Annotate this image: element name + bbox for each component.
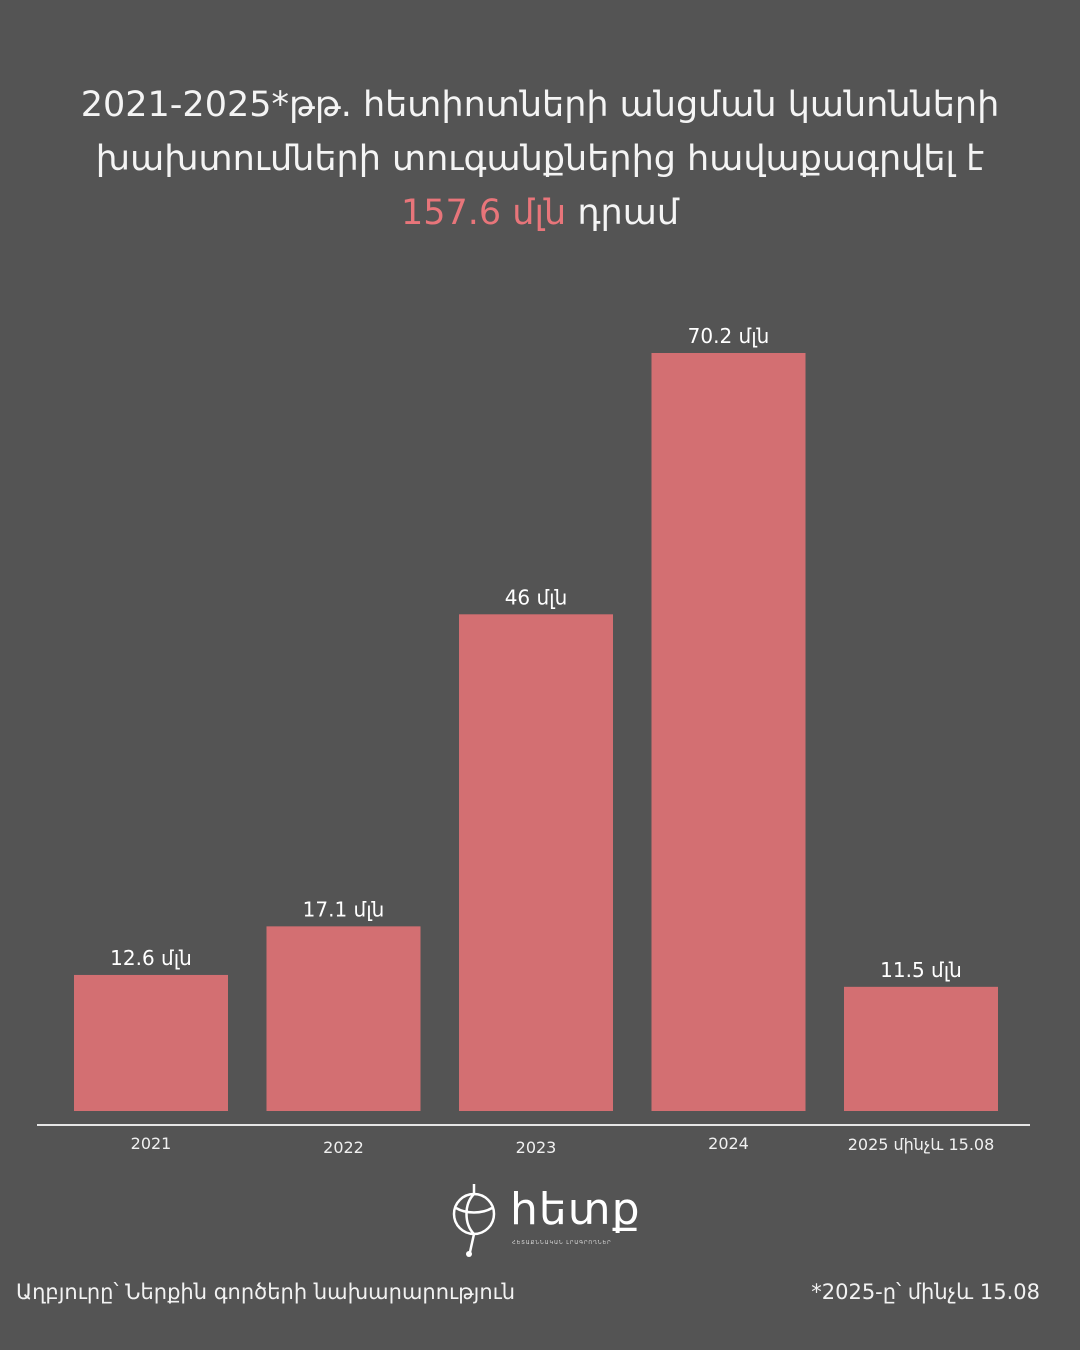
hetq-logo: հետք ՀԵՏԱՔՆՆԱԿԱՆ ԼՐԱԳՐՈՂՆԵՐ bbox=[448, 1180, 641, 1260]
bar-2021 bbox=[74, 974, 228, 1111]
x-tick-label: 2024 bbox=[708, 1134, 749, 1153]
title-line-1: 2021-2025*թթ. հետիոտների անցման կանոններ… bbox=[80, 85, 1000, 125]
data-label: 12.6 մլն bbox=[110, 946, 192, 970]
data-label: 46 մլն bbox=[505, 585, 568, 609]
title-line-3: 157.6 մլն դրամ bbox=[0, 186, 1080, 240]
total-amount: 157.6 մլն bbox=[400, 193, 567, 233]
bar-chart: 12.6 մլն 2021 17.1 մլն 2022 46 մլն 2023 70.2 մ… bbox=[37, 324, 1030, 1157]
bar-2025 մինչև 15.08 bbox=[844, 986, 998, 1111]
title-line-2: խախտումների տուգանքներից հավաքագրվել է bbox=[95, 139, 985, 179]
chart-title: 2021-2025*թթ. հետիոտների անցման կանոններ… bbox=[0, 78, 1080, 240]
bar-2024 bbox=[651, 353, 806, 1111]
globe-pin-logo-icon bbox=[452, 1184, 496, 1257]
x-tick-label: 2025 մինչև 15.08 bbox=[848, 1135, 995, 1154]
bar-2023 bbox=[459, 614, 613, 1111]
source-note: Աղբյուրը՝ Ներքին գործերի նախարարություն bbox=[16, 1280, 516, 1304]
data-label: 70.2 մլն bbox=[688, 324, 770, 348]
footnote: *2025-ը՝ մինչև 15.08 bbox=[811, 1280, 1040, 1304]
x-tick-label: 2021 bbox=[131, 1134, 172, 1153]
logo-tagline: ՀԵՏԱՔՆՆԱԿԱՆ ԼՐԱԳՐՈՂՆԵՐ bbox=[512, 1240, 612, 1246]
data-label: 11.5 մլն bbox=[880, 958, 962, 982]
data-label: 17.1 մլն bbox=[303, 897, 385, 921]
logo-wordmark: հետք bbox=[510, 1184, 641, 1235]
x-tick-label: 2023 bbox=[516, 1138, 557, 1157]
currency-label: դրամ bbox=[577, 193, 679, 233]
x-tick-label: 2022 bbox=[323, 1138, 364, 1157]
bar-2022 bbox=[266, 926, 421, 1111]
